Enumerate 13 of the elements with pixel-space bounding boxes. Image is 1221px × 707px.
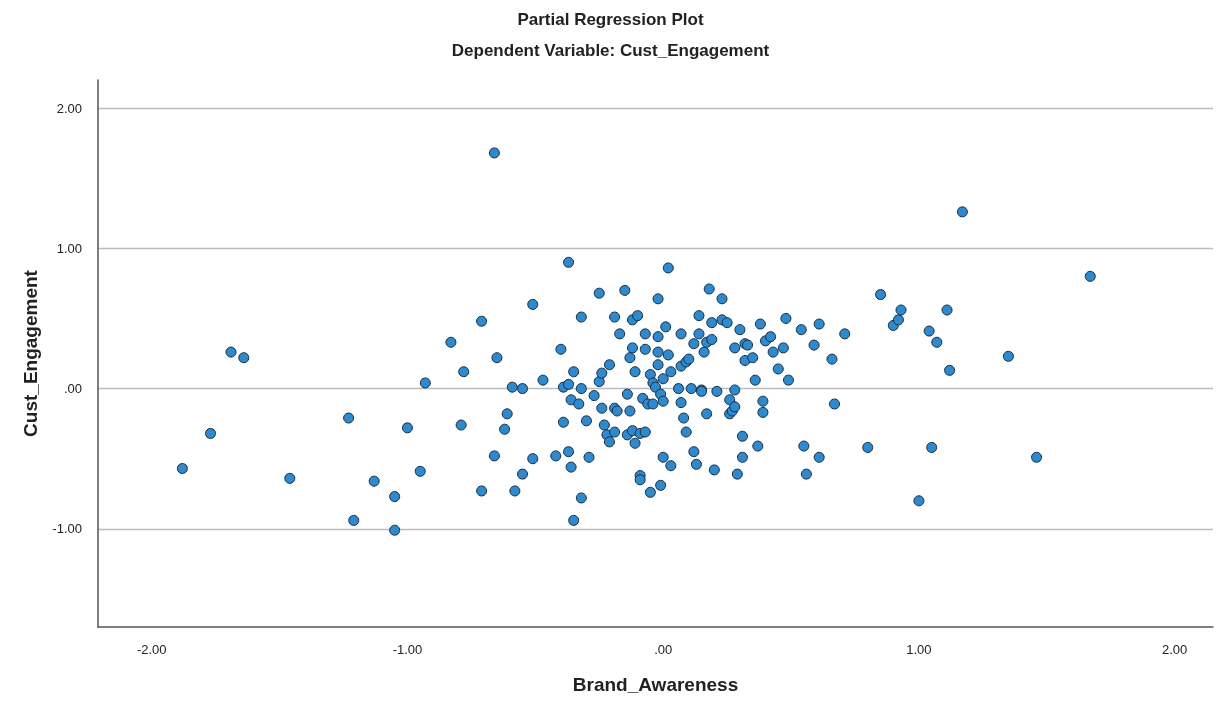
y-tick-label: -1.00: [52, 521, 82, 537]
x-tick-label: 2.00: [1161, 642, 1188, 657]
y-tick-label: .00: [63, 381, 82, 397]
x-tick-label: 1.00: [906, 642, 932, 657]
x-tick-label: .00: [654, 642, 673, 657]
chart-subtitle: Dependent Variable: Cust_Engagement: [451, 41, 770, 60]
chart-title: Partial Regression Plot: [517, 10, 704, 29]
x-tick-label: -2.00: [136, 642, 167, 657]
y-axis-title: Cust_Engagement: [20, 269, 41, 437]
x-tick-label: -1.00: [392, 642, 423, 657]
x-axis-title: Brand_Awareness: [572, 674, 739, 695]
y-tick-label: 1.00: [56, 240, 82, 256]
y-tick-label: 2.00: [56, 100, 82, 116]
